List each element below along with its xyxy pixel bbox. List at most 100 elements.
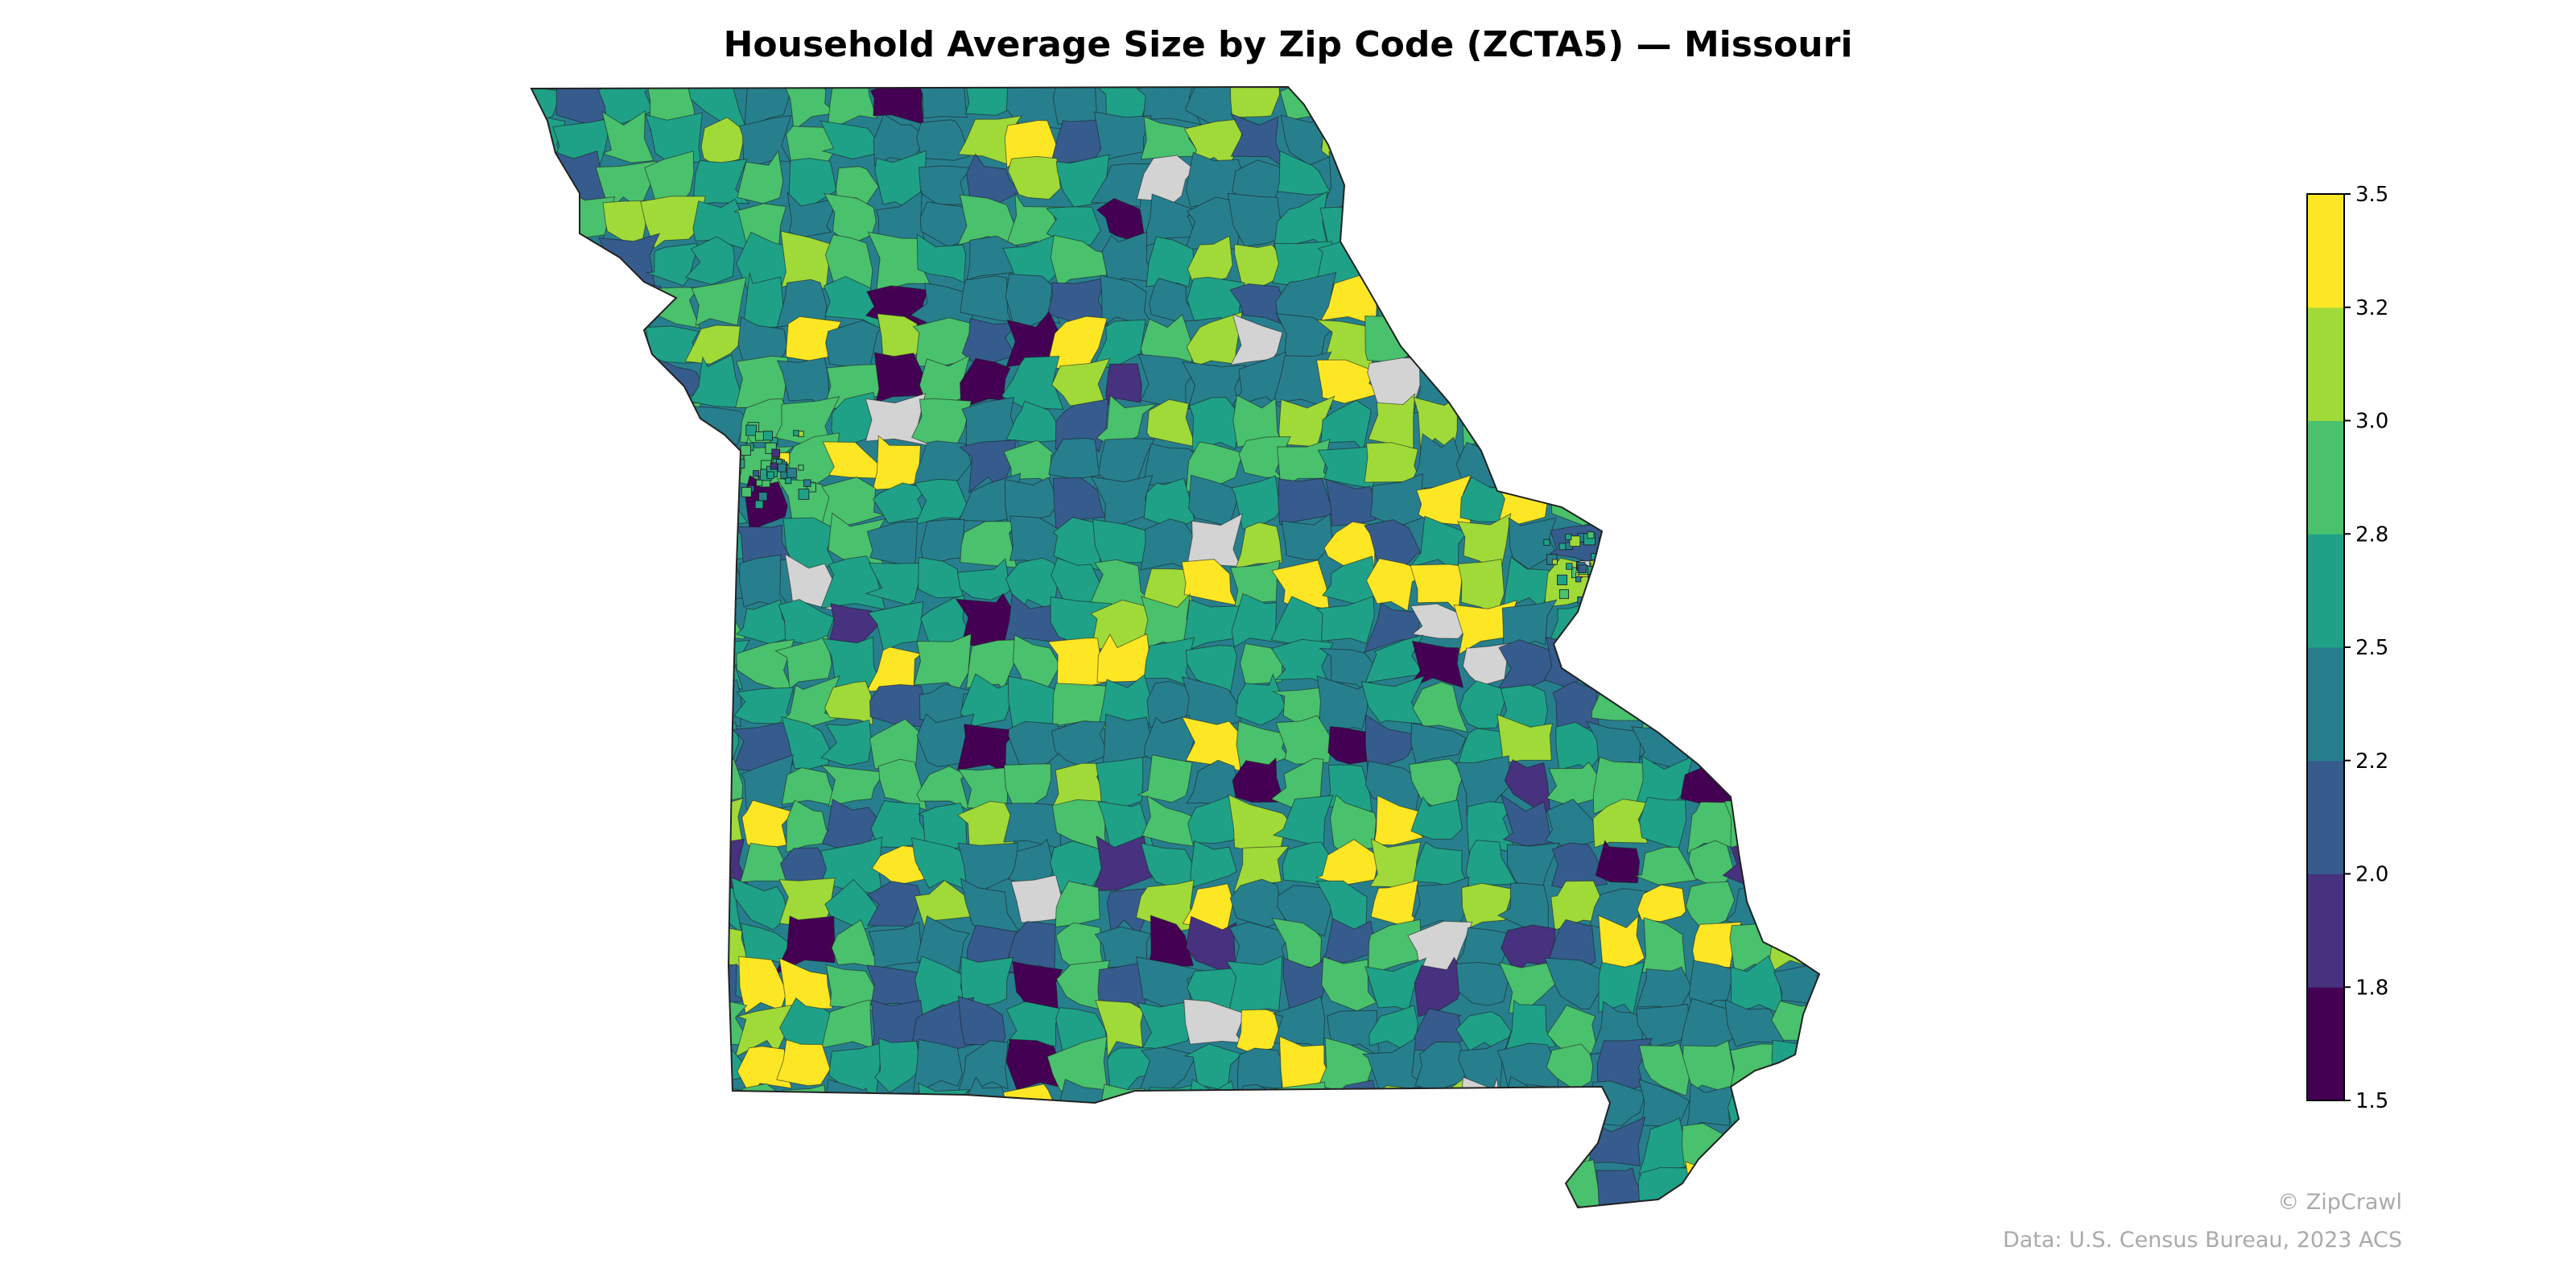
zip-area xyxy=(1410,603,1467,639)
zip-area xyxy=(1455,755,1511,816)
zip-area xyxy=(820,764,886,807)
zip-area xyxy=(774,915,836,976)
colorbar-tick-label: 3.0 xyxy=(2355,410,2388,434)
zip-area xyxy=(776,279,828,328)
zip-area xyxy=(745,424,758,436)
zip-area xyxy=(865,562,932,605)
zip-area xyxy=(1143,477,1195,530)
zip-area xyxy=(1231,475,1281,530)
zip-area xyxy=(1146,236,1195,288)
colorbar-segment xyxy=(2307,647,2344,762)
zip-area xyxy=(1146,914,1195,968)
colorbar-tick-label: 2.8 xyxy=(2355,522,2388,547)
zip-area xyxy=(737,1046,793,1098)
zip-area xyxy=(1544,957,1605,1009)
zip-area xyxy=(1055,881,1100,928)
zip-area xyxy=(1046,316,1108,369)
zip-area xyxy=(1638,1117,1686,1175)
zip-area xyxy=(1136,87,1202,126)
zip-area xyxy=(756,479,763,487)
zip-area xyxy=(1543,539,1550,546)
zip-area xyxy=(1551,559,1558,565)
zip-area xyxy=(914,87,968,119)
zip-area xyxy=(1188,397,1242,452)
zip-area xyxy=(1565,533,1572,541)
zip-area xyxy=(1315,596,1375,645)
colorbar-tick-label: 2.0 xyxy=(2355,863,2388,887)
zip-area xyxy=(1595,839,1641,884)
zip-area xyxy=(1638,1042,1690,1096)
zip-area xyxy=(1638,1079,1690,1127)
zip-area xyxy=(1505,999,1557,1054)
zip-area xyxy=(644,151,695,208)
zip-area xyxy=(774,634,832,690)
zip-area xyxy=(1684,1083,1743,1137)
colorbar-segment xyxy=(2307,873,2344,988)
zip-area xyxy=(963,87,1018,116)
zip-area xyxy=(1550,842,1608,890)
zip-area xyxy=(781,716,831,770)
zip-area xyxy=(1236,1009,1281,1053)
zip-area xyxy=(1546,1005,1599,1055)
colorbar-segment xyxy=(2307,194,2344,308)
colorbar-segment xyxy=(2307,420,2344,535)
zip-area xyxy=(776,1038,831,1087)
colorbar-segments xyxy=(2307,194,2344,1101)
zip-area xyxy=(1598,914,1645,974)
zip-area xyxy=(956,558,1011,601)
zip-area xyxy=(1229,87,1281,118)
zip-area xyxy=(1412,681,1469,733)
zip-area xyxy=(1592,799,1649,848)
zip-area xyxy=(916,233,967,283)
zip-area xyxy=(1373,795,1425,846)
zip-area xyxy=(806,482,816,493)
zip-area xyxy=(1235,522,1283,569)
zip-area xyxy=(877,758,927,811)
zip-area xyxy=(1137,1000,1195,1054)
colorbar-tick-label: 2.2 xyxy=(2355,749,2388,774)
zip-area xyxy=(1637,884,1686,923)
zip-area xyxy=(737,316,788,367)
zip-area xyxy=(912,317,972,367)
zip-area xyxy=(1272,351,1332,410)
zip-area xyxy=(1055,398,1108,453)
zip-area xyxy=(1578,564,1587,573)
colorbar-tick-label: 1.8 xyxy=(2355,976,2388,1000)
zip-area xyxy=(1633,846,1698,886)
zip-area xyxy=(786,191,839,238)
zip-area xyxy=(1001,355,1064,410)
zip-area xyxy=(960,956,1014,1009)
zip-area xyxy=(1566,563,1573,570)
zip-area xyxy=(786,468,797,478)
map-title: Household Average Size by Zip Code (ZCTA… xyxy=(723,24,1853,65)
zip-area xyxy=(754,500,764,509)
zip-area xyxy=(874,1037,922,1093)
zip-area xyxy=(1575,576,1582,583)
zip-area xyxy=(1455,961,1516,1006)
zip-area xyxy=(1105,363,1142,407)
zip-area xyxy=(762,431,773,441)
zip-area xyxy=(1558,589,1569,600)
colorbar-segment xyxy=(2307,987,2344,1101)
colorbar-tick-label: 3.2 xyxy=(2355,296,2388,320)
zip-area xyxy=(1225,955,1283,1016)
zip-area xyxy=(1569,535,1581,547)
colorbar-tick-label: 1.5 xyxy=(2355,1089,2388,1113)
zip-area xyxy=(684,324,751,365)
zip-area xyxy=(1187,235,1233,282)
zip-area xyxy=(956,1040,1009,1097)
zip-area xyxy=(912,1038,963,1095)
zip-area xyxy=(741,486,752,497)
zip-area xyxy=(1007,155,1061,200)
zip-area xyxy=(1587,531,1595,539)
colorbar-ticks: 1.5 1.8 2.0 2.2 2.5 2.8 3.0 3.2 3.5 xyxy=(2344,183,2388,1113)
zip-area xyxy=(1317,445,1378,489)
credit-text: © ZipCrawl xyxy=(2277,1190,2402,1215)
colorbar-tick-label: 2.5 xyxy=(2355,636,2388,660)
zip-area xyxy=(1235,673,1286,726)
zip-area xyxy=(1496,713,1554,764)
zip-area xyxy=(1498,961,1556,1014)
zip-area xyxy=(1095,757,1144,811)
